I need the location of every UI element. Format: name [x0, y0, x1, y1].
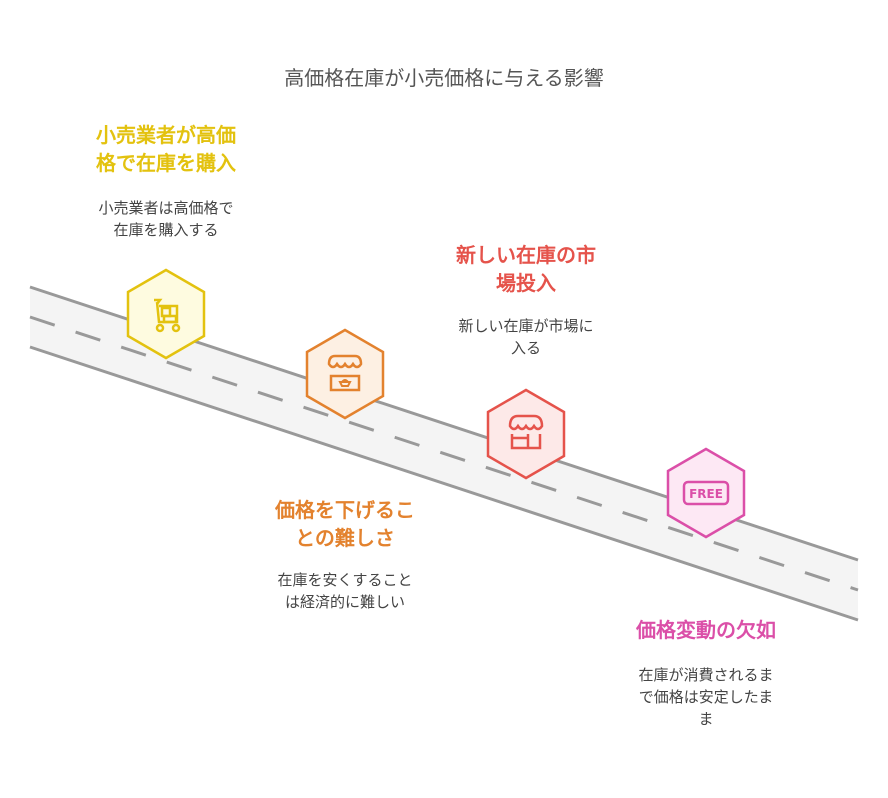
- step-2-hexagon: [305, 328, 385, 420]
- step-3-heading: 新しい在庫の市 場投入: [456, 243, 596, 295]
- market-stall-icon: [327, 354, 363, 392]
- step-4-hexagon: FREE: [666, 447, 746, 539]
- shopping-cart-boxes-icon: [154, 298, 181, 333]
- step-1-desc: 小売業者は高価格で 在庫を購入する: [98, 199, 234, 239]
- road-center-dashes: [29, 315, 859, 592]
- free-tag-icon: FREE: [682, 480, 730, 506]
- step-4-desc: 在庫が消費されるま で価格は安定したま ま: [638, 666, 774, 728]
- step-1-hexagon: [126, 268, 206, 360]
- svg-text:FREE: FREE: [689, 487, 723, 501]
- road-edge-bottom: [29, 345, 859, 622]
- step-3-desc: 新しい在庫が市場に 入る: [458, 317, 594, 357]
- step-2-desc: 在庫を安くすること は経済的に難しい: [277, 571, 413, 611]
- step-2-heading: 価格を下げるこ との難しさ: [275, 498, 415, 550]
- diagram-title: 高価格在庫が小売価格に与える影響: [284, 66, 604, 90]
- step-4-heading: 価格変動の欠如: [636, 618, 776, 642]
- step-1-heading: 小売業者が高価 格で在庫を購入: [96, 123, 236, 175]
- storefront-icon: [508, 414, 544, 450]
- step-3-hexagon: [486, 388, 566, 480]
